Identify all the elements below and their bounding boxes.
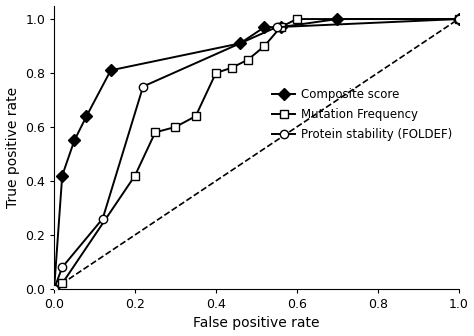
Protein stability (FOLDEF) <box>273 25 279 29</box>
Line: Composite score: Composite score <box>50 15 463 293</box>
Mutation Frequency <box>193 114 199 118</box>
Mutation Frequency <box>278 25 283 29</box>
X-axis label: False positive rate: False positive rate <box>193 317 319 330</box>
Composite score <box>108 68 114 72</box>
Protein stability (FOLDEF) <box>456 17 461 21</box>
Line: Protein stability (FOLDEF): Protein stability (FOLDEF) <box>50 15 463 293</box>
Composite score <box>334 17 340 21</box>
Protein stability (FOLDEF) <box>100 217 106 221</box>
Composite score <box>456 17 461 21</box>
Y-axis label: True positive rate: True positive rate <box>6 87 19 208</box>
Mutation Frequency <box>132 173 138 177</box>
Protein stability (FOLDEF) <box>59 265 65 269</box>
Legend: Composite score, Mutation Frequency, Protein stability (FOLDEF): Composite score, Mutation Frequency, Pro… <box>272 88 453 141</box>
Composite score <box>237 41 243 45</box>
Mutation Frequency <box>262 44 267 48</box>
Mutation Frequency <box>51 287 57 291</box>
Mutation Frequency <box>229 66 235 70</box>
Protein stability (FOLDEF) <box>51 287 57 291</box>
Mutation Frequency <box>152 130 158 134</box>
Composite score <box>72 138 77 142</box>
Composite score <box>278 25 283 29</box>
Composite score <box>262 25 267 29</box>
Line: Mutation Frequency: Mutation Frequency <box>50 15 463 293</box>
Mutation Frequency <box>173 125 178 129</box>
Mutation Frequency <box>59 282 65 286</box>
Protein stability (FOLDEF) <box>140 84 146 88</box>
Mutation Frequency <box>294 17 300 21</box>
Mutation Frequency <box>246 57 251 61</box>
Mutation Frequency <box>213 71 219 75</box>
Composite score <box>51 287 57 291</box>
Mutation Frequency <box>456 17 461 21</box>
Composite score <box>83 114 89 118</box>
Composite score <box>59 173 65 177</box>
